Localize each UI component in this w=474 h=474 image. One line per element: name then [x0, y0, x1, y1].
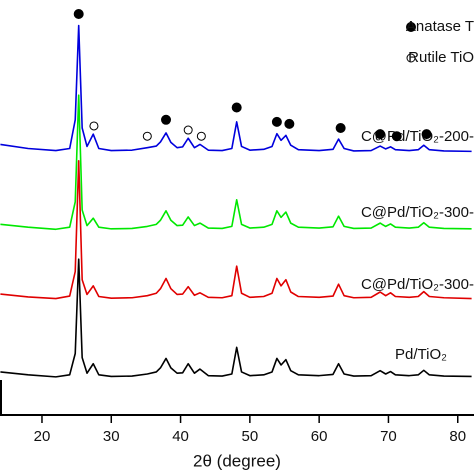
x-tick-label: 80 — [449, 428, 466, 445]
x-tick-label: 20 — [34, 428, 51, 445]
series-label: C@Pd/TiO₂-300- — [361, 276, 474, 293]
anatase-marker — [73, 9, 84, 20]
rutile-marker — [142, 131, 152, 141]
series-line — [0, 258, 472, 378]
rutile-marker — [183, 125, 193, 135]
anatase-marker — [335, 123, 346, 133]
legend-label: Rutile TiO — [408, 49, 474, 66]
x-tick-label: 70 — [380, 428, 397, 445]
rutile-marker — [196, 131, 206, 141]
anatase-marker — [375, 129, 386, 140]
x-tick-label: 50 — [242, 428, 259, 445]
series-label: C@Pd/TiO₂-200- — [361, 128, 474, 145]
x-tick-label: 40 — [172, 428, 189, 445]
legend-label: Anatase T — [406, 18, 474, 35]
legend-symbol — [406, 53, 416, 63]
series-line — [0, 160, 472, 300]
series-label: Pd/TiO₂ — [395, 346, 447, 363]
anatase-marker — [391, 131, 402, 142]
x-axis-label: 2θ (degree) — [193, 451, 281, 470]
series-label: C@Pd/TiO₂-300- — [361, 204, 474, 221]
legend-symbol — [406, 22, 416, 32]
anatase-marker — [161, 114, 172, 125]
x-tick-label: 60 — [311, 428, 328, 445]
anatase-marker — [231, 102, 242, 113]
anatase-marker — [271, 116, 282, 127]
series-line — [0, 94, 472, 231]
series-line — [0, 24, 472, 153]
x-tick-label: 30 — [103, 428, 120, 445]
anatase-marker — [284, 118, 295, 129]
rutile-marker — [89, 121, 99, 131]
anatase-marker — [421, 129, 432, 140]
